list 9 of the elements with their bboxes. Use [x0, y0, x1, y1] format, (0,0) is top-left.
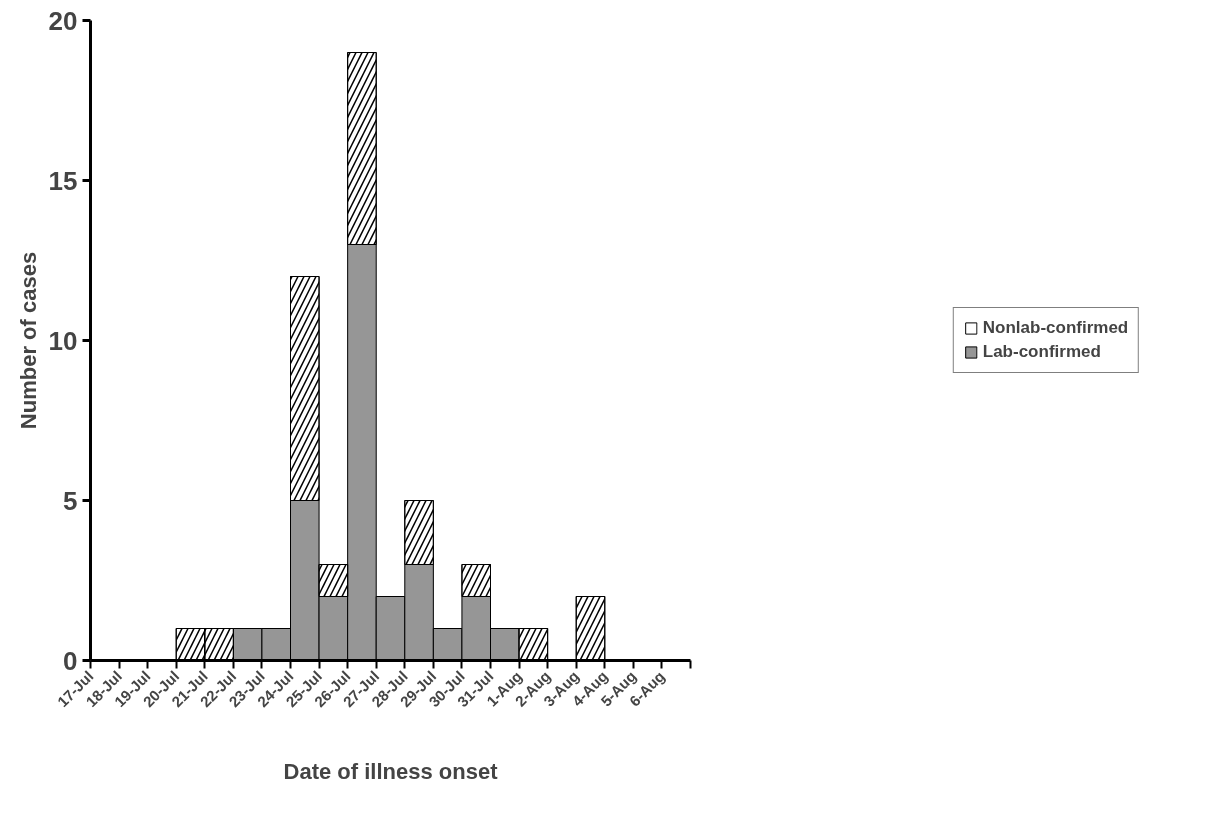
y-tick-label: 0 [63, 645, 78, 676]
y-axis-title: Number of cases [15, 251, 41, 430]
y-tick-label: 10 [48, 325, 78, 356]
y-tick-label: 15 [48, 165, 78, 196]
x-axis-title: Date of illness onset [283, 759, 499, 785]
y-tick-label: 5 [63, 485, 78, 516]
legend-label: Lab-confirmed [982, 342, 1101, 362]
legend-label: Nonlab-confirmed [982, 318, 1129, 338]
y-tick-label: 20 [48, 5, 78, 36]
